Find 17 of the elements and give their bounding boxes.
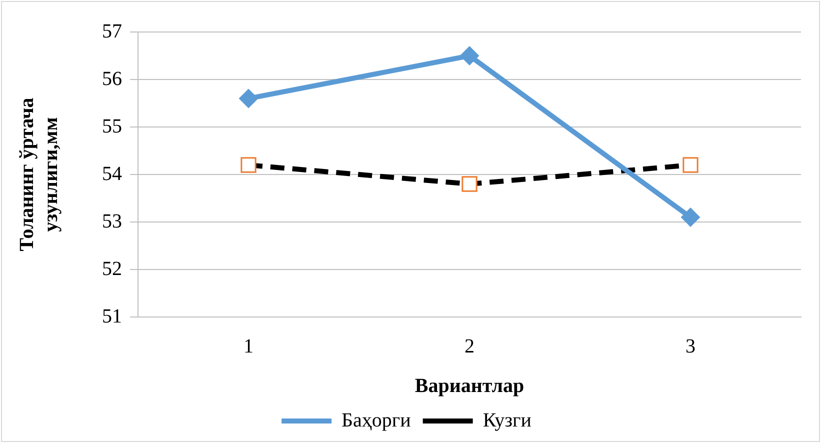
y-tick-label: 56 <box>102 68 122 90</box>
x-tick-label: 2 <box>464 335 474 358</box>
y-tick-label: 57 <box>102 20 122 42</box>
legend-label: Кузги <box>482 409 532 432</box>
y-tick-label: 55 <box>102 115 122 138</box>
y-tick-label: 51 <box>102 305 122 328</box>
point <box>681 208 700 227</box>
y-tick-label: 52 <box>102 258 122 280</box>
point <box>239 89 258 108</box>
y-tick-label: 54 <box>102 162 122 185</box>
x-tick-label: 3 <box>686 335 696 358</box>
x-tick-label: 1 <box>244 335 254 358</box>
legend-label: Баҳорги <box>342 409 412 432</box>
point <box>460 46 479 66</box>
y-axis-title: Толанинг ўртача узунлиги,мм <box>16 98 62 252</box>
x-axis-title: Вариантлар <box>414 375 524 398</box>
y-tick-label: 53 <box>102 210 122 232</box>
